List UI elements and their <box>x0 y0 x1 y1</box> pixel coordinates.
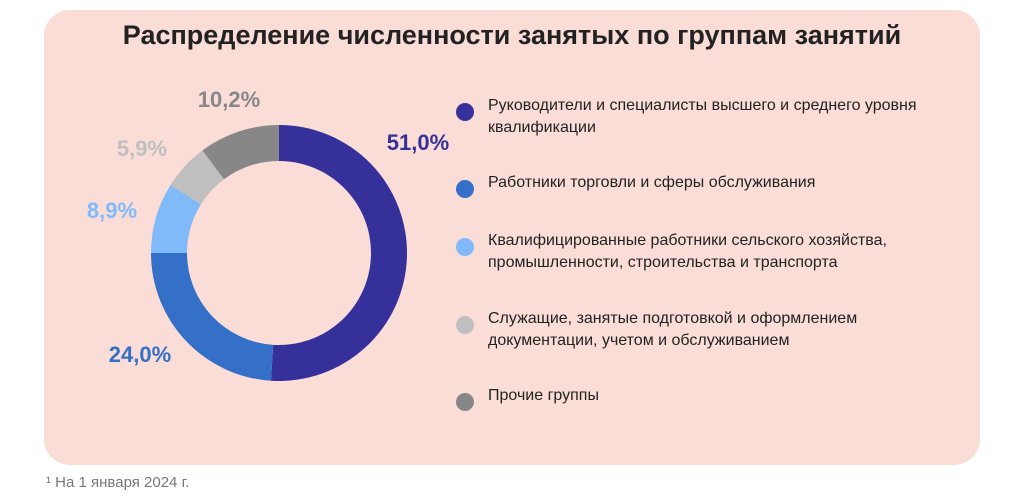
legend-item: Прочие группы <box>456 385 599 411</box>
data-label-3: 8,9% <box>87 198 137 223</box>
donut-slice-1 <box>270 125 407 381</box>
legend-marker-icon <box>456 238 474 256</box>
legend-marker-icon <box>456 103 474 121</box>
chart-card <box>44 10 980 465</box>
legend-marker-icon <box>456 393 474 411</box>
legend-item: Руководители и специалисты высшего и сре… <box>456 95 928 139</box>
legend-item: Квалифицированные работники сельского хо… <box>456 230 968 274</box>
legend-marker-icon <box>456 316 474 334</box>
donut-slice-5 <box>202 125 279 180</box>
legend-label: Работники торговли и сферы обслуживания <box>488 174 816 191</box>
legend-label: Служащие, занятые подготовкой и оформлен… <box>488 310 858 349</box>
chart-title: Распределение численности занятых по гру… <box>122 20 902 50</box>
data-label-1: 51,0% <box>387 130 449 155</box>
footnote: ¹ На 1 января 2024 г. <box>46 474 190 491</box>
data-label-2: 24,0% <box>109 342 171 367</box>
donut-slice-4 <box>170 150 224 205</box>
donut-slice-2 <box>151 253 274 381</box>
legend-label: Квалифицированные работники сельского хо… <box>488 232 887 271</box>
data-label-5: 10,2% <box>198 87 260 112</box>
legend-item: Служащие, занятые подготовкой и оформлен… <box>456 308 948 352</box>
legend-item: Работники торговли и сферы обслуживания <box>456 172 815 198</box>
legend-label: Руководители и специалисты высшего и сре… <box>488 97 917 136</box>
legend-label: Прочие группы <box>488 387 599 404</box>
data-label-4: 5,9% <box>117 136 167 161</box>
legend-marker-icon <box>456 180 474 198</box>
donut-slice-3 <box>151 185 202 253</box>
